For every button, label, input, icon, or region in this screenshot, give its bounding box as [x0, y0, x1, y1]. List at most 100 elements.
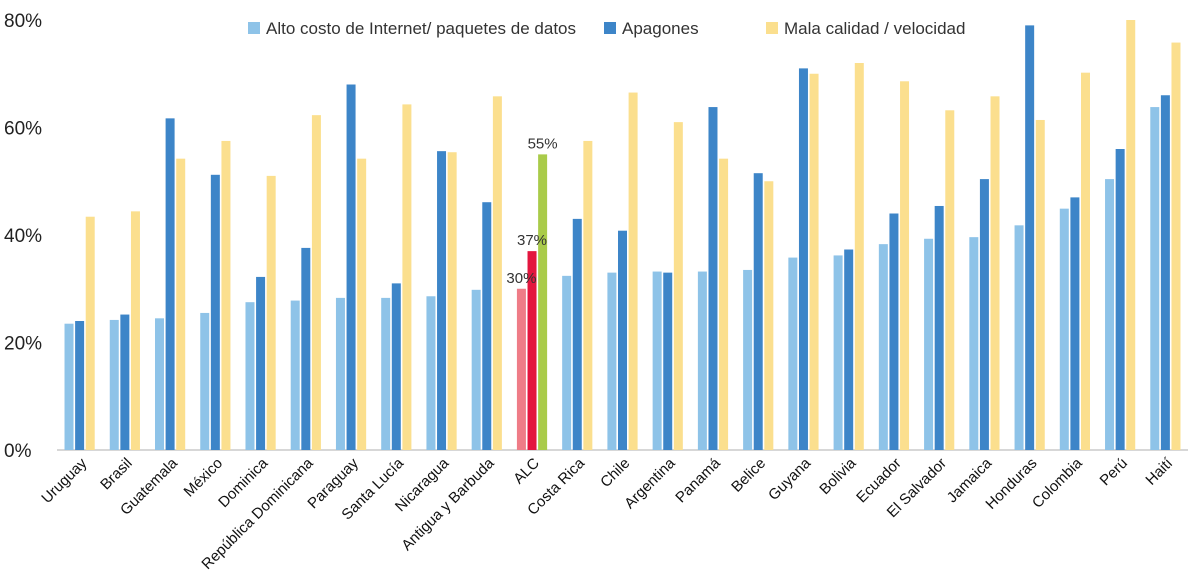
bar: [471, 289, 481, 450]
bar: [697, 271, 707, 450]
x-tick-label: Panamá: [672, 454, 724, 506]
x-tick-label: Haití: [1142, 454, 1176, 488]
bar: [245, 302, 255, 450]
bar: [708, 107, 718, 450]
bar: [1105, 179, 1115, 450]
bar: [447, 152, 457, 451]
bar: [256, 276, 266, 450]
legend-label: Apagones: [622, 19, 699, 38]
bar: [673, 122, 683, 451]
bar: [381, 297, 391, 450]
y-tick-label: 60%: [4, 119, 42, 140]
bar: [1035, 119, 1045, 450]
bar: [1014, 225, 1024, 450]
bar: [764, 181, 774, 450]
x-tick-label: Colombia: [1029, 454, 1086, 511]
bar: [311, 115, 321, 450]
bar: [176, 158, 186, 450]
x-tick-label: Argentina: [621, 454, 679, 512]
x-tick-label: Bolivia: [816, 454, 860, 498]
bar: [357, 158, 367, 450]
bar: [945, 110, 955, 451]
y-tick-label: 0%: [4, 441, 32, 462]
bar: [1150, 107, 1160, 450]
bar: [155, 318, 164, 450]
bar: [854, 63, 864, 450]
bar: [527, 251, 537, 451]
legend-label: Mala calidad / velocidad: [784, 19, 965, 38]
bar: [572, 218, 582, 451]
y-tick-label: 80%: [4, 11, 42, 32]
x-tick-label: Chile: [597, 455, 633, 491]
data-label: 37%: [517, 232, 547, 249]
bar: [165, 118, 175, 451]
bar: [583, 140, 593, 450]
y-tick-label: 40%: [4, 226, 42, 247]
bar: [1070, 197, 1080, 451]
legend-label: Alto costo de Internet/ paquetes de dato…: [266, 19, 576, 38]
bar: [120, 314, 130, 450]
bar: [402, 104, 412, 450]
bar: [210, 174, 220, 451]
bar: [290, 300, 300, 450]
bar: [743, 269, 753, 450]
bar: [109, 319, 119, 450]
bar: [719, 158, 729, 450]
bar: [934, 205, 944, 450]
bar: [607, 272, 617, 451]
x-tick-label: ALC: [510, 455, 543, 488]
bar: [437, 151, 447, 450]
bar: [924, 238, 934, 450]
bar: [1171, 42, 1181, 450]
legend-swatch: [766, 22, 778, 34]
bar: [426, 296, 436, 450]
bar: [900, 81, 910, 450]
bar: [1160, 95, 1170, 450]
bar: [798, 68, 808, 451]
bar: [85, 216, 95, 450]
x-tick-label: Belice: [728, 455, 769, 496]
bar: [75, 321, 85, 450]
bar: [492, 96, 502, 450]
bar: [130, 211, 140, 450]
bar: [391, 283, 401, 451]
bar: [1115, 149, 1125, 450]
bar: [979, 179, 989, 450]
bar: [266, 175, 276, 451]
bar: [221, 140, 231, 450]
bar: [200, 312, 210, 450]
bar: [335, 297, 345, 450]
y-tick-label: 20%: [4, 334, 42, 355]
bar: [990, 96, 1000, 450]
legend-swatch: [248, 22, 260, 34]
bar: [833, 255, 843, 450]
bar: [301, 247, 311, 450]
bar: [969, 237, 979, 450]
bar: [346, 84, 356, 450]
x-tick-label: Perú: [1097, 455, 1131, 489]
bar: [64, 323, 74, 450]
x-tick-label: Guyana: [765, 454, 815, 504]
bar: [652, 271, 662, 450]
bar: [482, 202, 492, 450]
x-tick-label: Uruguay: [38, 454, 90, 506]
bar: [809, 73, 819, 450]
bar: [618, 230, 627, 450]
bar: [889, 213, 899, 450]
legend-swatch: [604, 22, 616, 34]
bar: [663, 272, 673, 451]
data-label: 55%: [528, 135, 558, 152]
bar: [753, 173, 763, 450]
bar: [1126, 20, 1136, 450]
bar: [516, 288, 526, 450]
x-tick-label: Brasil: [97, 455, 136, 494]
data-label: 30%: [506, 270, 536, 287]
bar: [538, 154, 548, 451]
bar: [1025, 25, 1035, 451]
bar: [1059, 208, 1069, 450]
bar: [844, 249, 854, 450]
bar: [562, 275, 572, 450]
bar: [878, 244, 888, 450]
bar: [628, 92, 638, 450]
